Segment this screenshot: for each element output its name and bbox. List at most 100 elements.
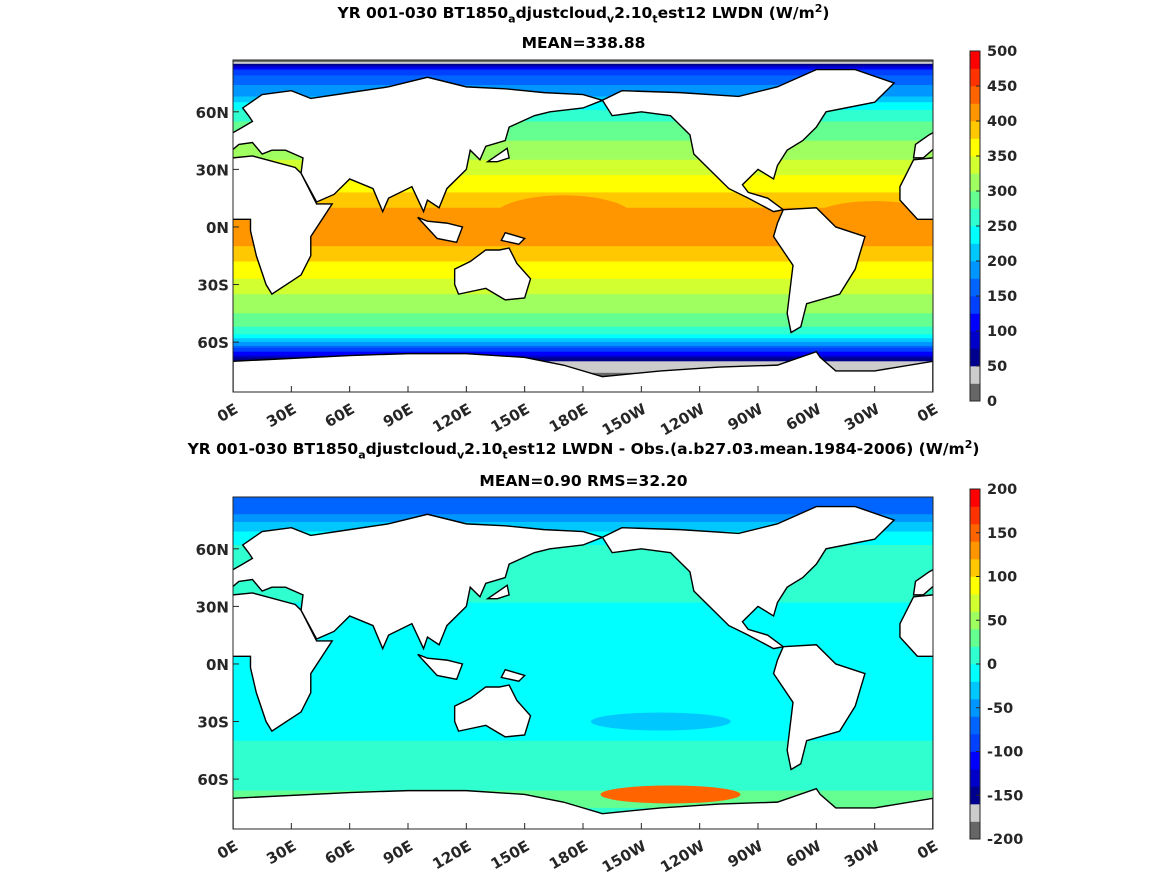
band-cell xyxy=(233,692,933,696)
band-cell xyxy=(233,598,933,602)
band-cell xyxy=(233,69,933,73)
band-cell xyxy=(233,713,933,717)
x-tick-label: 120W xyxy=(657,837,708,875)
band-cell xyxy=(233,731,933,734)
continent xyxy=(453,247,532,301)
x-tick-label: 90E xyxy=(380,400,416,431)
band-cell xyxy=(233,319,933,322)
band-cell xyxy=(233,84,933,88)
band-cell xyxy=(233,184,933,188)
x-tick-label: 150W xyxy=(599,400,650,440)
band-cell xyxy=(233,796,933,799)
band-cell xyxy=(233,631,933,634)
x-tick-label: 150E xyxy=(488,400,533,436)
band-cell xyxy=(233,257,933,261)
panel2-title: YR 001-030 BT1850adjustcloudv2.10test12 … xyxy=(187,438,980,462)
band-cell xyxy=(233,61,933,65)
band-cell xyxy=(233,169,933,172)
continent xyxy=(233,592,334,733)
band-cell xyxy=(233,673,933,677)
band-cell xyxy=(233,259,933,263)
colorbar-segment xyxy=(970,191,980,209)
band-cell xyxy=(233,299,933,303)
band-cell xyxy=(233,688,933,692)
band-cell xyxy=(233,702,933,705)
colorbar-tick-label: 100 xyxy=(987,324,1017,340)
band-cell xyxy=(233,667,933,671)
band-cell xyxy=(233,271,933,274)
band-cell xyxy=(233,612,933,615)
band-cell xyxy=(233,186,933,190)
band-cell xyxy=(233,338,933,341)
band-cell xyxy=(233,654,933,657)
band-cell xyxy=(233,278,933,282)
band-cell xyxy=(233,188,933,192)
colorbar-segment xyxy=(970,541,980,560)
colorbar-tick-label: -100 xyxy=(987,745,1023,761)
band-cell xyxy=(233,685,933,688)
band-cell xyxy=(233,566,933,569)
band-cell xyxy=(233,564,933,567)
band-cell xyxy=(233,750,933,753)
continent xyxy=(601,505,896,650)
band-cell xyxy=(233,698,933,702)
band-cell xyxy=(233,742,933,746)
panel1-title: YR 001-030 BT1850adjustcloudv2.10test12 … xyxy=(337,2,830,26)
band-cell xyxy=(233,65,933,69)
band-cell xyxy=(233,548,933,552)
continent xyxy=(1118,654,1163,679)
colorbar-segment xyxy=(970,226,980,244)
colorbar-segment xyxy=(970,156,980,174)
band-cell xyxy=(233,290,933,293)
band-cell xyxy=(233,182,933,186)
y-tick-label: 30S xyxy=(197,714,229,732)
band-cell xyxy=(233,694,933,698)
band-cell xyxy=(233,746,933,749)
band-cell xyxy=(233,119,933,123)
band-cell xyxy=(233,506,933,510)
band-cell xyxy=(233,75,933,78)
continent xyxy=(932,797,933,829)
band-cell xyxy=(233,504,933,508)
band-cell xyxy=(233,320,933,324)
colorbar-tick-label: 150 xyxy=(987,289,1017,305)
band-cell xyxy=(233,571,933,575)
band-cell xyxy=(233,148,933,151)
band-cell xyxy=(233,67,933,71)
band-cell xyxy=(233,715,933,719)
band-cell xyxy=(233,633,933,636)
colorbar-tick-label: -50 xyxy=(987,701,1013,717)
band-cell xyxy=(233,155,933,159)
continent xyxy=(912,568,933,596)
continent xyxy=(500,231,527,245)
colorbar-tick-label: 450 xyxy=(987,79,1017,95)
band-cell xyxy=(233,83,933,86)
continent xyxy=(912,131,933,159)
continent xyxy=(233,76,605,214)
band-cell xyxy=(233,326,933,330)
band-cell xyxy=(233,554,933,558)
y-tick-label: 60N xyxy=(196,104,229,122)
band-cell xyxy=(233,284,933,288)
band-cell xyxy=(233,150,933,153)
band-cell xyxy=(233,344,933,347)
band-cell xyxy=(233,757,933,761)
map-panel-1: 0E 30E 60E 90E 120E 150E 180E 150W 120W 90W 60W 30W… xyxy=(196,59,941,440)
colorbar-segment xyxy=(970,664,980,682)
continent xyxy=(417,653,464,681)
band-cell xyxy=(233,286,933,289)
y-tick-label: 60N xyxy=(196,541,229,559)
band-cell xyxy=(233,587,933,590)
band-cell xyxy=(233,790,933,794)
band-cell xyxy=(233,253,933,257)
band-cell xyxy=(233,142,933,146)
x-tick-label: 60W xyxy=(783,837,825,872)
band-cell xyxy=(233,516,933,519)
band-cell xyxy=(233,77,933,80)
band-cell xyxy=(233,604,933,607)
colorbar-segment xyxy=(970,821,980,840)
band-cell xyxy=(233,361,933,364)
colorbar-tick-label: 350 xyxy=(987,149,1017,165)
x-tick-label: 0E xyxy=(914,400,941,426)
colorbar-segment xyxy=(970,348,980,367)
